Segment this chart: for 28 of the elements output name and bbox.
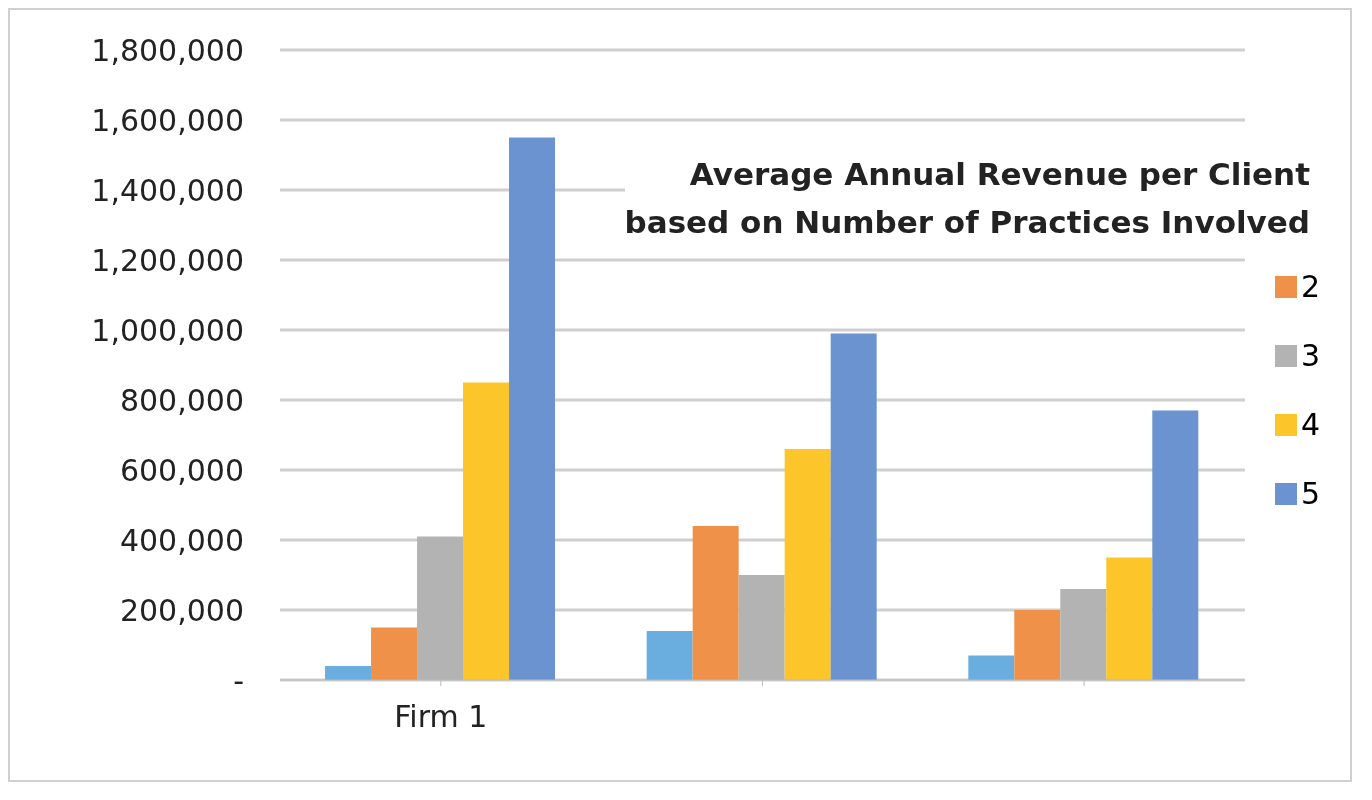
- bar: [1106, 557, 1153, 680]
- bar: [968, 655, 1015, 680]
- y-tick-label: 800,000: [119, 382, 244, 418]
- bar: [371, 627, 418, 680]
- bar: [646, 631, 693, 680]
- bar: [784, 449, 831, 680]
- y-tick-label: 400,000: [119, 522, 244, 558]
- x-tick-label: Firm 1: [394, 699, 488, 735]
- y-tick-label: 1,000,000: [91, 312, 244, 348]
- legend-label: 5: [1300, 476, 1320, 511]
- y-tick-label: 200,000: [119, 592, 244, 628]
- bar: [463, 382, 510, 680]
- bar: [830, 333, 877, 680]
- bar: [325, 666, 372, 680]
- y-tick-label: 1,400,000: [91, 172, 244, 208]
- bar: [1152, 410, 1199, 680]
- legend-label: 3: [1300, 338, 1320, 373]
- bar: [1014, 610, 1061, 680]
- y-tick-label: -: [233, 662, 244, 698]
- bar: [509, 137, 556, 680]
- y-tick-label: 1,200,000: [91, 242, 244, 278]
- bar: [692, 526, 739, 680]
- legend-label: 2: [1300, 269, 1320, 304]
- text: Average Annual Revenue per Client based on Number of Practices Involved: [624, 150, 1310, 246]
- legend-label: 4: [1300, 407, 1320, 442]
- y-tick-label: 1,800,000: [91, 32, 244, 68]
- y-tick-label: 1,600,000: [91, 102, 244, 138]
- y-tick-label: 600,000: [119, 452, 244, 488]
